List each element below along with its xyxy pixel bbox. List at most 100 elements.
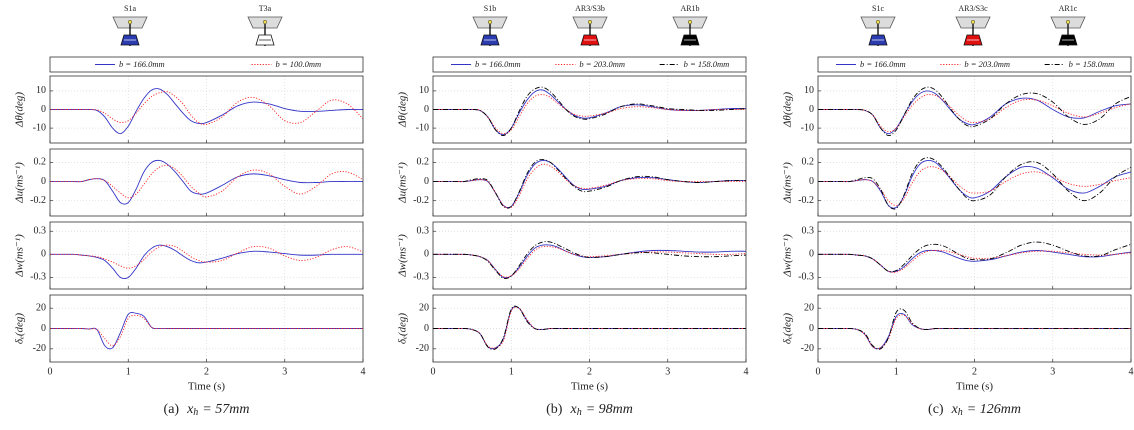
y-axis-label: Δw(ms⁻¹) xyxy=(782,234,794,278)
y-tick-label: 0 xyxy=(41,249,46,260)
y-tick-label: 20 xyxy=(419,302,429,313)
data-line xyxy=(818,308,1131,350)
y-tick-label: -0.3 xyxy=(30,272,46,283)
y-axis-label: Δθ(deg) xyxy=(782,92,794,128)
icon-label: S1c xyxy=(872,4,884,13)
data-line xyxy=(433,305,746,350)
icon-label: AR1c xyxy=(1059,4,1078,13)
y-tick-label: 0 xyxy=(41,104,46,115)
y-tick-label: 20 xyxy=(36,302,46,313)
x-tick-label: 2 xyxy=(587,366,592,377)
pivot xyxy=(1065,19,1071,25)
y-tick-label: 0.2 xyxy=(34,157,47,168)
x-axis-label: Time (s) xyxy=(188,381,226,393)
data-line xyxy=(817,157,1132,210)
aircraft-icon: S1c xyxy=(860,4,896,46)
data-line xyxy=(817,159,1132,209)
icon-label: S1a xyxy=(124,4,136,13)
plot-frame xyxy=(817,221,1132,290)
plot-frame xyxy=(49,221,364,290)
x-tick-label: 1 xyxy=(894,366,899,377)
pivot xyxy=(127,19,133,25)
plot-frame xyxy=(49,294,364,363)
data-line xyxy=(49,91,364,126)
aircraft-icon: S1a xyxy=(112,4,148,46)
data-line xyxy=(50,311,363,350)
y-axis-label: Δθ(deg) xyxy=(14,92,26,128)
data-line xyxy=(50,244,364,269)
data-line xyxy=(817,166,1132,206)
plot-frame xyxy=(432,75,747,144)
y-tick-label: 0 xyxy=(424,249,429,260)
y-tick-label: -10 xyxy=(33,122,46,133)
legend-label: b = 158.0mm xyxy=(684,59,730,69)
icon-label: T3a xyxy=(259,4,272,13)
x-tick-label: 3 xyxy=(1050,366,1055,377)
y-tick-label: 10 xyxy=(419,85,429,96)
caption-tag: (b) xyxy=(546,402,563,417)
y-axis-label: Δu(ms⁻¹) xyxy=(782,162,794,204)
y-tick-label: 0 xyxy=(424,104,429,115)
caption-subscript: h xyxy=(193,407,198,418)
y-tick-label: 0 xyxy=(809,176,814,187)
legend-label: b = 166.0mm xyxy=(860,59,906,69)
y-axis-label: Δu(ms⁻¹) xyxy=(397,162,409,204)
pivot xyxy=(487,19,493,25)
x-axis-label: Time (s) xyxy=(571,381,609,393)
aircraft-icon: AR3/S3b xyxy=(572,4,608,46)
y-tick-label: -10 xyxy=(801,122,814,133)
data-line xyxy=(432,89,747,136)
y-tick-label: -20 xyxy=(801,343,814,354)
data-line xyxy=(433,244,747,279)
data-line xyxy=(49,164,364,199)
y-tick-label: 0 xyxy=(424,323,429,334)
caption-symbol: x xyxy=(186,402,194,417)
y-axis-label: Δu(ms⁻¹) xyxy=(14,162,26,204)
icon-label: AR3/S3c xyxy=(958,4,988,13)
y-axis-label: Δw(ms⁻¹) xyxy=(397,234,409,278)
aircraft-icon: AR3/S3c xyxy=(955,4,991,46)
legend-label: b = 203.0mm xyxy=(964,59,1010,69)
x-tick-label: 2 xyxy=(204,366,209,377)
y-tick-label: 0 xyxy=(809,249,814,260)
y-tick-label: 0.2 xyxy=(802,157,815,168)
caption-symbol: x xyxy=(951,402,959,417)
data-line xyxy=(818,249,1132,273)
y-axis-label: δₑ(deg) xyxy=(14,313,26,345)
y-tick-label: 20 xyxy=(804,302,814,313)
plot-frame xyxy=(432,148,747,217)
legend-box xyxy=(432,56,747,73)
y-tick-label: -0.2 xyxy=(413,195,429,206)
caption: (b) xh = 98mm xyxy=(546,402,633,418)
x-tick-label: 2 xyxy=(972,366,977,377)
caption-tag: (a) xyxy=(164,402,180,417)
data-line xyxy=(49,88,364,135)
aircraft-icon: AR1b xyxy=(672,4,708,46)
y-tick-label: -20 xyxy=(416,343,429,354)
y-tick-label: -0.2 xyxy=(30,195,46,206)
pivot xyxy=(875,19,881,25)
y-tick-label: 0 xyxy=(809,323,814,334)
caption-subscript: h xyxy=(958,407,963,418)
caption-symbol: x xyxy=(569,402,577,417)
plot-frame xyxy=(817,148,1132,217)
icon-label: AR1b xyxy=(680,4,699,13)
caption: (a) xh = 57mm xyxy=(164,402,250,418)
legend-label: b = 158.0mm xyxy=(1069,59,1115,69)
x-tick-label: 1 xyxy=(509,366,514,377)
data-line xyxy=(433,245,747,278)
pivot xyxy=(587,19,593,25)
y-axis-label: Δw(ms⁻¹) xyxy=(14,234,26,278)
aircraft-icon: AR1c xyxy=(1050,4,1086,46)
aircraft-icon: T3a xyxy=(247,4,283,46)
data-line xyxy=(818,314,1131,350)
data-line xyxy=(432,159,747,209)
legend-box xyxy=(817,56,1132,73)
plot-frame xyxy=(49,75,364,144)
data-line xyxy=(817,93,1132,133)
x-tick-label: 4 xyxy=(1129,366,1134,377)
data-line xyxy=(818,241,1132,273)
x-tick-label: 4 xyxy=(361,366,366,377)
legend-label: b = 166.0mm xyxy=(475,59,521,69)
